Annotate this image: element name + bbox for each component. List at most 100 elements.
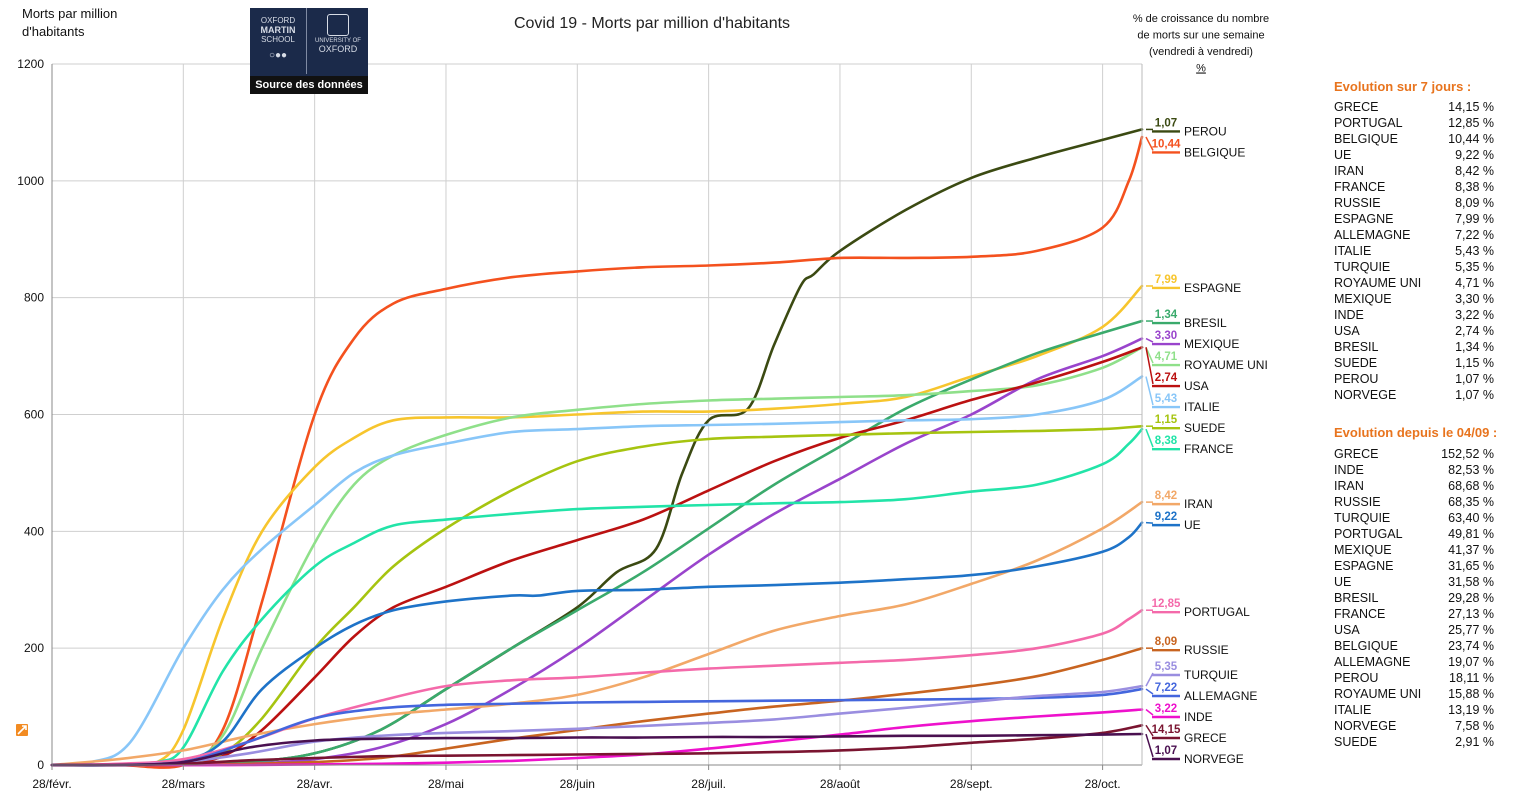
table-row: RUSSIE 8,09 %	[1334, 195, 1494, 211]
country-label-royaume-uni: ROYAUME UNI	[1184, 358, 1268, 372]
table-country: TURQUIE	[1334, 511, 1391, 525]
table-country: ESPAGNE	[1334, 212, 1394, 226]
table-value: 2,74 %	[1455, 324, 1494, 338]
table-country: PORTUGAL	[1334, 527, 1403, 541]
x-tick-label: 28/févr.	[32, 777, 71, 791]
table-value: 8,42 %	[1455, 164, 1494, 178]
table-value: 19,07 %	[1448, 655, 1494, 669]
table-value: 31,65 %	[1448, 559, 1494, 573]
table-value: 3,22 %	[1455, 308, 1494, 322]
x-tick-label: 28/sept.	[950, 777, 993, 791]
table-value: 25,77 %	[1448, 623, 1494, 637]
y-tick-label: 1200	[17, 57, 44, 71]
table-value: 68,68 %	[1448, 479, 1494, 493]
chart-axes: 0 200 400 600 800 1000 1200 28/févr. 28/mars 28/a…	[17, 57, 1143, 791]
table-row: ROYAUME UNI 4,71 %	[1334, 275, 1494, 291]
table-country: ALLEMAGNE	[1334, 228, 1411, 242]
label-arrow-ue	[1145, 521, 1154, 524]
country-label-espagne: ESPAGNE	[1184, 281, 1241, 295]
table-value: 152,52 %	[1441, 447, 1494, 461]
series-line-perou	[50, 128, 1144, 767]
series-line-ue	[50, 521, 1144, 767]
country-label-france: FRANCE	[1184, 442, 1233, 456]
growth-label-norvege: 1,07	[1155, 745, 1177, 757]
growth-label-portugal: 12,85	[1152, 598, 1181, 610]
table-value: 14,15 %	[1448, 100, 1494, 114]
y-tick-label: 0	[37, 758, 44, 772]
country-label-perou: PEROU	[1184, 124, 1227, 138]
growth-label-france: 8,38	[1155, 435, 1178, 447]
table-country: ITALIE	[1334, 244, 1372, 258]
table-row: ESPAGNE 7,99 %	[1334, 211, 1494, 227]
country-label-iran: IRAN	[1184, 497, 1213, 511]
table-value: 1,34 %	[1455, 340, 1494, 354]
table-row: PEROU 1,07 %	[1334, 371, 1494, 387]
growth-label-inde: 3,22	[1155, 703, 1177, 715]
growth-label-royaume-uni: 4,71	[1155, 351, 1178, 363]
table-row: MEXIQUE 41,37 %	[1334, 542, 1494, 558]
country-label-suede: SUEDE	[1184, 421, 1225, 435]
table-country: RUSSIE	[1334, 495, 1381, 509]
table-row: ITALIE 5,43 %	[1334, 243, 1494, 259]
label-arrow-norvege	[1145, 733, 1154, 758]
y-tick-label: 600	[24, 408, 44, 422]
series-line-suede	[50, 424, 1144, 767]
country-label-bresil: BRESIL	[1184, 316, 1227, 330]
table-country: NORVEGE	[1334, 388, 1397, 402]
country-label-grece: GRECE	[1184, 731, 1227, 745]
growth-header: % de croissance du nombre de morts sur un…	[1133, 13, 1269, 75]
table-country: ITALIE	[1334, 703, 1372, 717]
growth-label-belgique: 10,44	[1152, 138, 1181, 150]
table-country: ROYAUME UNI	[1334, 687, 1422, 701]
x-tick-label: 28/juin	[560, 777, 595, 791]
table-value: 7,99 %	[1455, 212, 1494, 226]
table-value: 63,40 %	[1448, 511, 1494, 525]
chart-grid	[51, 63, 1142, 766]
logo-dots: ○●●	[268, 50, 288, 61]
table-row: NORVEGE 1,07 %	[1334, 387, 1494, 403]
series-line-allemagne	[50, 687, 1144, 767]
table-country: FRANCE	[1334, 180, 1386, 194]
table-row: TURQUIE 5,35 %	[1334, 259, 1494, 275]
series-line-espagne	[50, 284, 1144, 767]
country-label-ue: UE	[1184, 518, 1201, 532]
table-country: IRAN	[1334, 479, 1364, 493]
table-country: IRAN	[1334, 164, 1364, 178]
table-row: IRAN 68,68 %	[1334, 478, 1494, 494]
table-row: MEXIQUE 3,30 %	[1334, 291, 1494, 307]
table-country: BELGIQUE	[1334, 132, 1398, 146]
table-row: SUEDE 1,15 %	[1334, 355, 1494, 371]
table-row: GRECE 152,52 %	[1334, 446, 1494, 462]
label-arrow-usa	[1145, 347, 1154, 385]
table-value: 31,58 %	[1448, 575, 1494, 589]
table-row: ESPAGNE 31,65 %	[1334, 558, 1494, 574]
table-country: TURQUIE	[1334, 260, 1391, 274]
oxford-logo[interactable]: OXFORD MARTIN SCHOOL ○●● UNIVERSITY OF O…	[250, 8, 368, 94]
table-value: 2,91 %	[1455, 735, 1494, 749]
table-row: TURQUIE 63,40 %	[1334, 510, 1494, 526]
svg-text:d'habitants: d'habitants	[22, 24, 85, 39]
table-row: IRAN 8,42 %	[1334, 163, 1494, 179]
table-country: ROYAUME UNI	[1334, 276, 1422, 290]
country-label-allemagne: ALLEMAGNE	[1184, 689, 1257, 703]
table-row: GRECE 14,15 %	[1334, 99, 1494, 115]
table-value: 68,35 %	[1448, 495, 1494, 509]
table-country: INDE	[1334, 308, 1364, 322]
table-value: 29,28 %	[1448, 591, 1494, 605]
table-country: UE	[1334, 148, 1352, 162]
series-line-belgique	[50, 135, 1144, 769]
x-tick-label: 28/oct.	[1085, 777, 1121, 791]
table-row: UE 31,58 %	[1334, 574, 1494, 590]
growth-label-perou: 1,07	[1155, 117, 1177, 129]
growth-label-grece: 14,15	[1152, 724, 1181, 736]
label-arrow-mexique	[1145, 337, 1154, 343]
table-value: 15,88 %	[1448, 687, 1494, 701]
table-row: INDE 3,22 %	[1334, 307, 1494, 323]
table-value: 13,19 %	[1448, 703, 1494, 717]
table-row: UE 9,22 %	[1334, 147, 1494, 163]
table-row: RUSSIE 68,35 %	[1334, 494, 1494, 510]
label-arrow-italie	[1145, 376, 1154, 406]
shuffle-icon[interactable]	[16, 724, 28, 736]
country-label-norvege: NORVEGE	[1184, 752, 1244, 766]
y-tick-label: 800	[24, 291, 44, 305]
